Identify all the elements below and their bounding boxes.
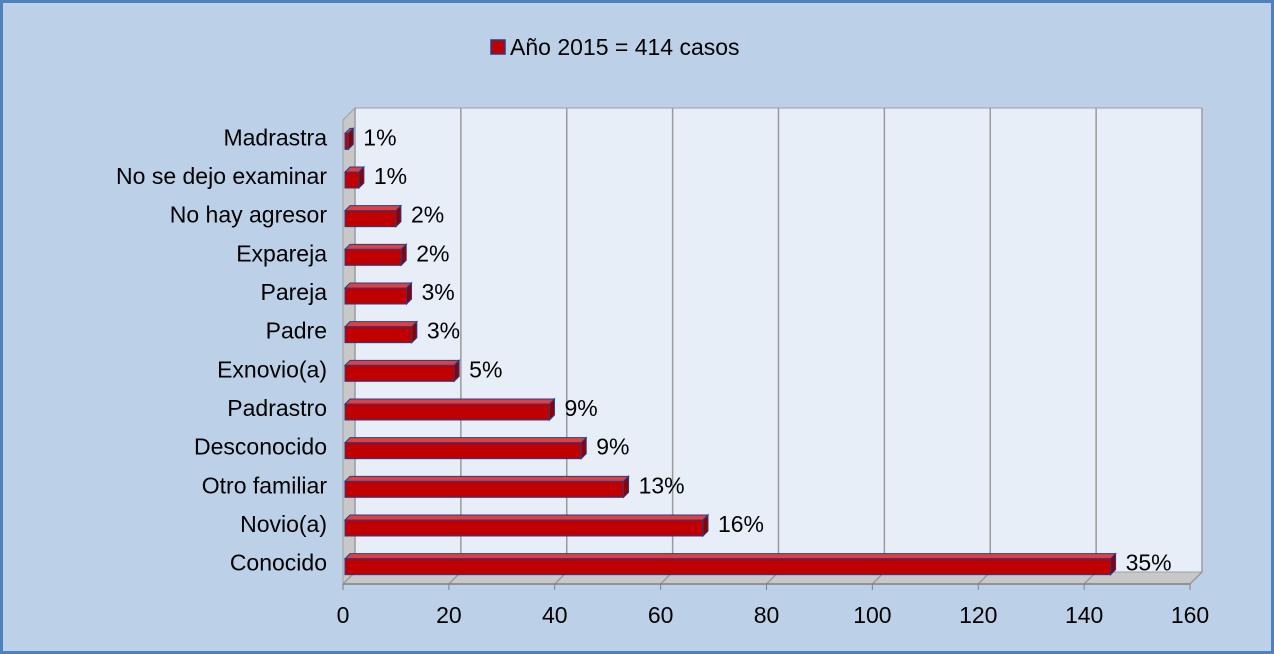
legend-swatch bbox=[490, 39, 506, 55]
y-tick-label: Padrastro bbox=[227, 395, 327, 421]
y-tick-label: Conocido bbox=[230, 550, 327, 576]
bar-top bbox=[343, 282, 413, 289]
y-tick-label: Novio(a) bbox=[240, 511, 327, 537]
bar-top bbox=[343, 321, 419, 328]
bar-top bbox=[343, 437, 588, 444]
data-label: 1% bbox=[363, 124, 396, 150]
bar bbox=[344, 364, 455, 382]
bar bbox=[344, 480, 625, 498]
data-label: 16% bbox=[718, 511, 764, 537]
bar bbox=[344, 403, 550, 421]
bar bbox=[344, 442, 582, 460]
bar bbox=[344, 326, 413, 344]
bar-top bbox=[343, 398, 556, 405]
y-tick-label: Otro familiar bbox=[202, 472, 328, 498]
data-label: 3% bbox=[422, 279, 455, 305]
x-tick-label: 120 bbox=[959, 602, 997, 628]
bar bbox=[344, 171, 360, 189]
bar bbox=[344, 210, 397, 228]
data-label: 13% bbox=[639, 472, 685, 498]
y-tick-label: Desconocido bbox=[194, 434, 327, 460]
bar-top bbox=[343, 475, 630, 482]
bar-top bbox=[343, 359, 461, 366]
x-tick-label: 100 bbox=[853, 602, 891, 628]
data-label: 1% bbox=[374, 163, 407, 189]
x-tick-label: 160 bbox=[1171, 602, 1209, 628]
y-tick-label: Pareja bbox=[261, 279, 328, 305]
data-label: 2% bbox=[416, 240, 449, 266]
bar-top bbox=[343, 243, 408, 250]
bar bbox=[344, 132, 349, 150]
bar bbox=[344, 558, 1112, 576]
legend-label: Año 2015 = 414 casos bbox=[510, 34, 740, 60]
bar bbox=[344, 287, 408, 305]
bar bbox=[344, 519, 704, 537]
y-tick-label: Expareja bbox=[236, 240, 327, 266]
data-label: 35% bbox=[1126, 550, 1172, 576]
y-tick-label: Padre bbox=[266, 318, 327, 344]
y-tick-label: No hay agresor bbox=[170, 202, 328, 228]
y-tick-label: No se dejo examinar bbox=[116, 163, 327, 189]
x-tick-label: 140 bbox=[1065, 602, 1103, 628]
bar-top bbox=[343, 553, 1117, 560]
x-tick-label: 0 bbox=[337, 602, 350, 628]
data-label: 5% bbox=[469, 356, 502, 382]
x-tick-label: 20 bbox=[436, 602, 462, 628]
bar-top bbox=[343, 205, 403, 212]
x-tick-label: 60 bbox=[648, 602, 674, 628]
y-tick-label: Exnovio(a) bbox=[217, 356, 327, 382]
bar-top bbox=[343, 514, 710, 521]
grid-line bbox=[1189, 108, 1203, 585]
y-tick-label: Madrastra bbox=[223, 124, 327, 150]
x-tick-label: 80 bbox=[754, 602, 780, 628]
data-label: 2% bbox=[411, 202, 444, 228]
data-label: 9% bbox=[596, 434, 629, 460]
bar bbox=[344, 248, 402, 266]
data-label: 9% bbox=[564, 395, 597, 421]
x-tick-label: 40 bbox=[542, 602, 568, 628]
data-label: 3% bbox=[427, 318, 460, 344]
